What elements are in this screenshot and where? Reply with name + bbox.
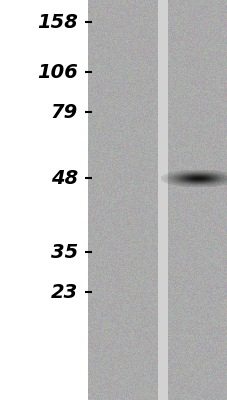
- Text: 106: 106: [37, 62, 78, 82]
- Text: 158: 158: [37, 12, 78, 32]
- Text: 35: 35: [51, 242, 78, 262]
- Text: 23: 23: [51, 282, 78, 302]
- Text: 48: 48: [51, 168, 78, 188]
- Text: 79: 79: [51, 102, 78, 122]
